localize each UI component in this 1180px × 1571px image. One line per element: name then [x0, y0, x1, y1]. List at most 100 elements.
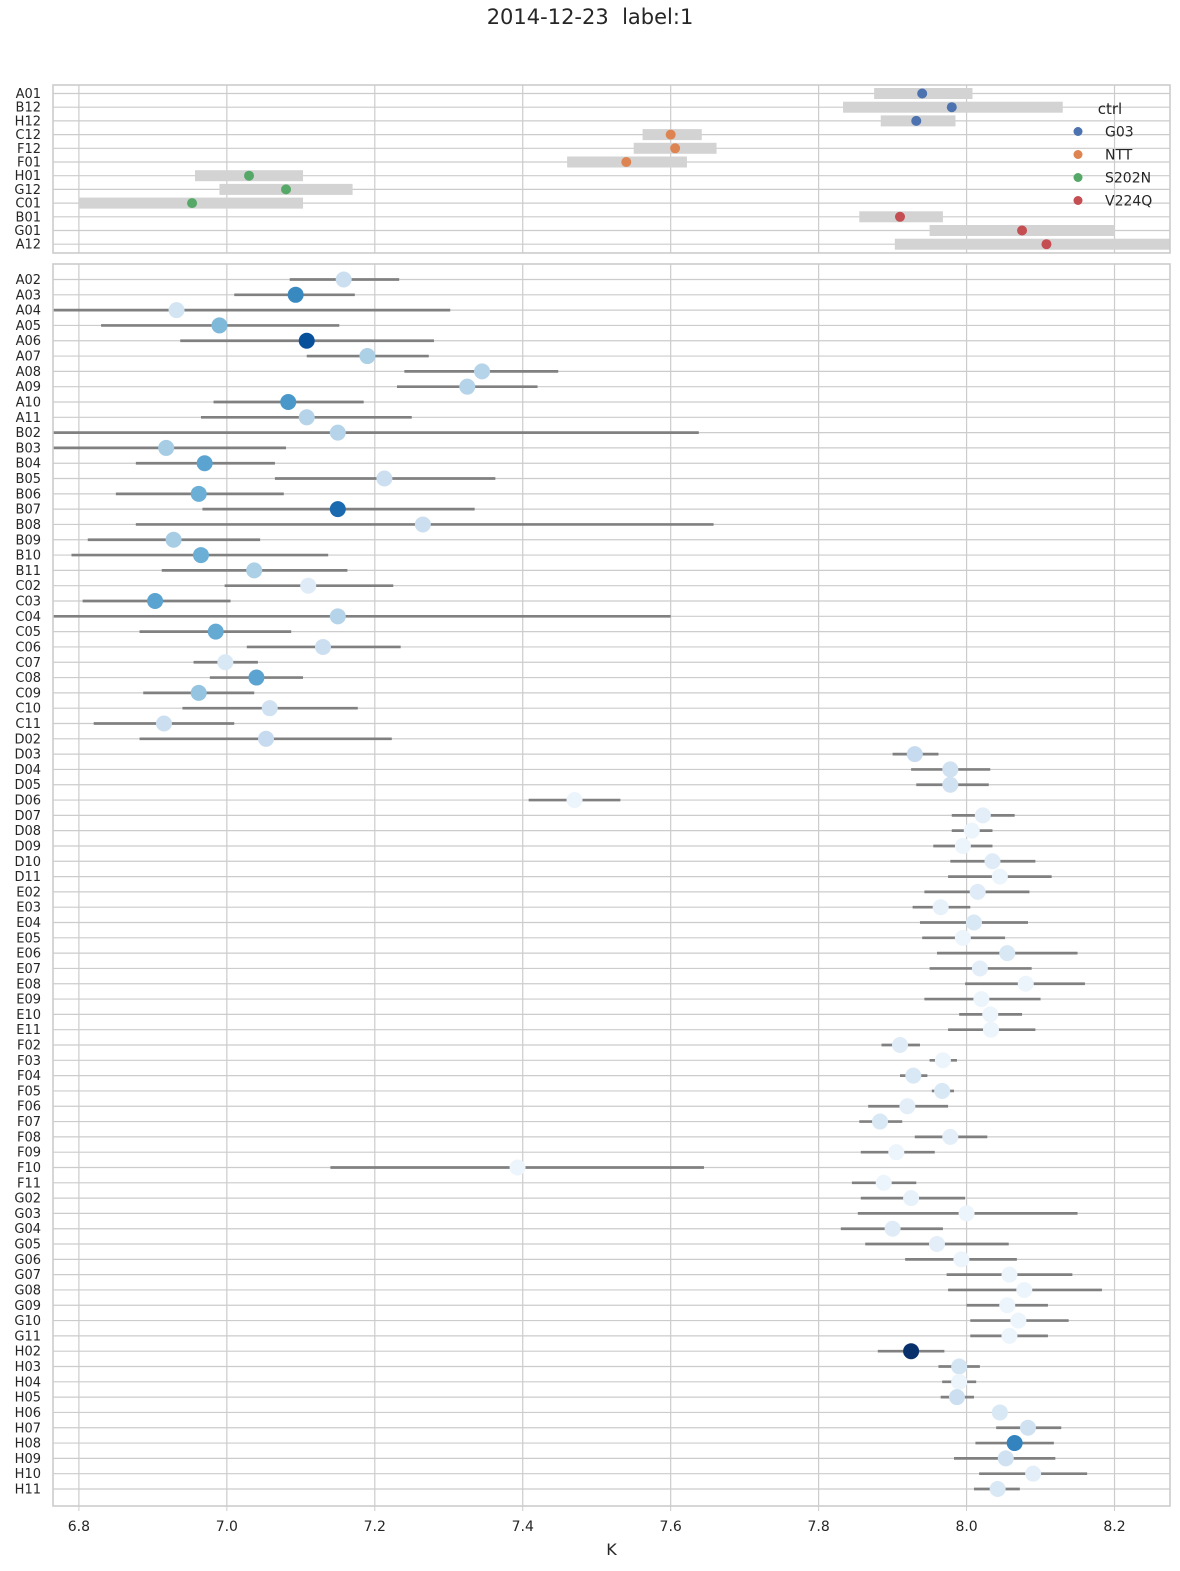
ctrl-point — [665, 129, 676, 140]
well-point — [211, 317, 228, 334]
figure-title: 2014-12-23 label:1 — [486, 5, 694, 29]
ctrl-row-label: B01 — [16, 210, 41, 225]
x-tick-label: 8.2 — [1103, 1519, 1125, 1535]
well-point — [335, 271, 352, 288]
ctrl-row-label: C01 — [15, 197, 41, 212]
well-point — [991, 1404, 1008, 1421]
well-point — [989, 1480, 1006, 1497]
well-row-label: E10 — [16, 1008, 41, 1023]
well-row-label: H10 — [15, 1467, 41, 1482]
well-point — [287, 286, 304, 303]
well-point — [951, 1358, 968, 1375]
well-point — [207, 623, 224, 640]
well-row-label: E06 — [16, 947, 41, 962]
well-point — [217, 654, 234, 671]
ctrl-row-label: H12 — [15, 114, 41, 129]
well-row-label: F09 — [17, 1146, 41, 1161]
well-row-label: G02 — [14, 1192, 41, 1207]
ctrl-point — [911, 115, 922, 126]
well-point — [261, 700, 278, 717]
well-row-label: G10 — [14, 1314, 41, 1329]
well-point — [315, 638, 332, 655]
well-row-label: H05 — [15, 1391, 41, 1406]
well-row-label: A10 — [16, 395, 41, 410]
well-panel-background — [53, 264, 1170, 1506]
well-point — [942, 761, 959, 778]
ctrl-point — [670, 143, 681, 154]
legend-marker — [1073, 150, 1083, 159]
well-row-label: C03 — [15, 595, 41, 610]
ctrl-range-bar — [894, 238, 1170, 250]
well-point — [1001, 1266, 1018, 1283]
well-point — [958, 1205, 975, 1222]
well-row-label: H04 — [15, 1375, 41, 1390]
well-point — [474, 363, 491, 380]
ctrl-row-label: G12 — [14, 183, 41, 198]
well-row-label: D03 — [14, 748, 41, 763]
well-row-label: F06 — [17, 1100, 41, 1115]
well-row-label: C11 — [15, 717, 41, 732]
x-tick-label: 7.4 — [512, 1519, 534, 1535]
well-row-label: F08 — [17, 1130, 41, 1145]
well-point — [248, 669, 265, 686]
well-point — [298, 409, 315, 426]
well-row-label: G08 — [14, 1283, 41, 1298]
well-row-label: F05 — [17, 1084, 41, 1099]
well-point — [954, 929, 971, 946]
well-point — [969, 883, 986, 900]
well-row-label: E08 — [16, 977, 41, 992]
ctrl-row-label: B12 — [16, 101, 41, 116]
well-point — [934, 1082, 951, 1099]
ctrl-point — [621, 157, 632, 167]
well-point — [899, 1098, 916, 1115]
well-point — [999, 945, 1016, 962]
ctrl-point — [1041, 239, 1052, 250]
well-point — [942, 776, 959, 793]
legend-label: V224Q — [1105, 194, 1152, 210]
well-row-label: E05 — [16, 931, 41, 946]
ctrl-point — [894, 211, 905, 222]
well-row-label: E11 — [16, 1023, 41, 1038]
x-tick-label: 8.0 — [955, 1519, 977, 1535]
well-point — [414, 516, 431, 533]
well-point — [891, 1037, 908, 1053]
well-point — [1010, 1312, 1027, 1329]
x-axis-label: K — [606, 1540, 617, 1559]
well-row-label: C09 — [15, 686, 41, 701]
well-point — [951, 1373, 968, 1390]
well-point — [928, 1236, 945, 1253]
well-point — [973, 991, 990, 1008]
well-row-label: F10 — [17, 1161, 41, 1176]
well-row-label: E07 — [16, 962, 41, 977]
x-tick-label: 7.0 — [216, 1519, 238, 1535]
ctrl-row-label: A01 — [16, 87, 41, 102]
well-point — [1025, 1465, 1042, 1482]
well-row-label: D09 — [14, 839, 41, 854]
well-row-label: B06 — [16, 487, 41, 502]
well-point — [158, 439, 175, 456]
well-row-label: B05 — [16, 472, 41, 487]
well-row-label: F07 — [17, 1115, 41, 1130]
well-point — [906, 746, 923, 763]
legend-marker — [1073, 196, 1083, 205]
ctrl-row-label: F12 — [17, 142, 41, 157]
well-row-label: G09 — [14, 1299, 41, 1314]
well-point — [999, 1297, 1016, 1314]
well-row-label: F03 — [17, 1054, 41, 1069]
well-point — [948, 1389, 965, 1406]
well-row-label: H06 — [15, 1406, 41, 1421]
well-row-label: C10 — [15, 702, 41, 717]
well-point — [1017, 975, 1034, 992]
well-point — [954, 837, 971, 854]
ctrl-point — [281, 184, 292, 195]
well-row-label: D07 — [14, 809, 41, 824]
well-row-label: E04 — [16, 916, 41, 931]
well-row-label: A03 — [16, 288, 41, 303]
ctrl-panel-frame — [52, 84, 1171, 254]
well-panel-frame — [52, 263, 1171, 1507]
legend-label: G03 — [1105, 125, 1134, 141]
well-row-label: F11 — [17, 1176, 41, 1191]
well-row-label: C06 — [15, 640, 41, 655]
well-point — [982, 1021, 999, 1038]
